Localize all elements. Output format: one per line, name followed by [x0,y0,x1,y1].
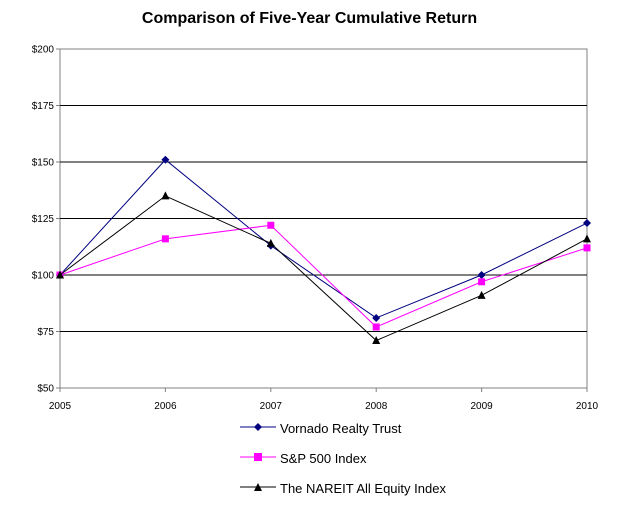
legend-item-vornado: Vornado Realty Trust [238,416,538,446]
x-tick-label: 2007 [260,401,283,412]
gridlines [60,105,587,332]
legend-swatch-nareit [240,483,276,491]
x-tick-label: 2006 [154,401,177,412]
data-point-2-5 [583,234,591,243]
legend: Vornado Realty Trust S&P 500 Index The N… [238,416,538,506]
series-line-2 [59,195,588,342]
data-point-1-3 [372,323,380,331]
data-point-0-3 [372,313,381,322]
x-tick-label: 2009 [470,401,493,412]
y-tick-label: $175 [32,101,55,112]
series-line-0 [59,159,588,319]
data-point-2-4 [477,290,486,299]
data-point-0-1 [161,155,170,164]
y-tick-label: $100 [32,271,55,282]
series-layer [56,155,591,345]
x-tick-label: 2010 [576,401,599,412]
data-point-0-5 [583,219,591,228]
legend-label-nareit: The NAREIT All Equity Index [280,481,446,496]
data-point-0-4 [477,271,486,279]
y-tick-label: $50 [37,384,54,395]
data-point-2-0 [56,270,64,279]
legend-label-sp500: S&P 500 Index [280,451,367,466]
legend-item-nareit: The NAREIT All Equity Index [238,476,538,506]
data-point-1-4 [478,278,486,286]
data-point-2-3 [372,336,381,345]
legend-swatch-sp500 [240,453,276,461]
y-tick-label: $125 [32,214,55,225]
y-tick-label: $75 [37,327,54,338]
series-2 [56,191,591,345]
legend-item-sp500: S&P 500 Index [238,446,538,476]
data-point-2-1 [161,191,170,200]
y-tick-label: $200 [32,45,55,56]
data-point-1-5 [583,244,591,252]
axes: $50 $75 $100 $125 $150 $175 $200 2005 2006 2007 20… [32,45,599,413]
x-tick-label: 2005 [49,401,72,412]
data-point-1-2 [267,221,275,229]
legend-swatch-vornado [240,423,276,431]
data-point-2-2 [266,238,275,247]
y-tick-label: $150 [32,158,55,169]
series-line-1 [59,224,588,328]
legend-label-vornado: Vornado Realty Trust [280,421,402,436]
x-tick-label: 2008 [365,401,388,412]
data-point-1-1 [161,235,169,243]
chart-title: Comparison of Five-Year Cumulative Retur… [141,10,478,27]
